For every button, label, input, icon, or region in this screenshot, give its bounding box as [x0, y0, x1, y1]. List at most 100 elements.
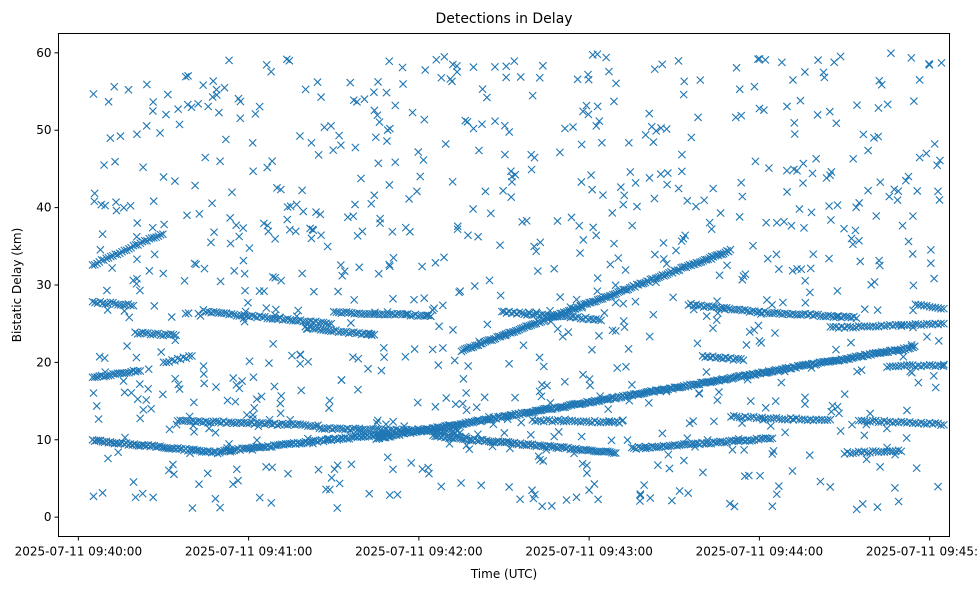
- detection-point-1625: [234, 476, 242, 485]
- detection-point-1113: [591, 315, 600, 324]
- detection-point-1701: [875, 76, 884, 85]
- detection-point-1728: [774, 265, 783, 274]
- detection-point-1329: [852, 314, 861, 323]
- detection-point-1752: [890, 483, 899, 492]
- detection-point-2002: [408, 108, 417, 117]
- detection-point-1725: [650, 250, 659, 259]
- detection-point-1814: [860, 305, 869, 314]
- detection-point-1527: [157, 348, 166, 357]
- detection-point-2221: [352, 97, 361, 106]
- detection-point-1922: [886, 49, 895, 58]
- detection-point-2103: [297, 386, 306, 395]
- detection-point-2326: [385, 124, 394, 133]
- detection-point-1932: [410, 345, 419, 354]
- detection-point-1663: [893, 196, 902, 205]
- detection-point-2252: [807, 208, 816, 217]
- detection-point-1497: [820, 73, 829, 82]
- detection-point-1599: [860, 431, 869, 440]
- detection-point-2299: [156, 129, 165, 137]
- detection-point-1883: [126, 201, 135, 210]
- detection-point-2091: [131, 493, 140, 502]
- detection-point-863: [522, 322, 531, 331]
- detection-point-1562: [174, 105, 183, 114]
- detection-point-1634: [421, 66, 430, 75]
- detection-point-2165: [150, 301, 159, 310]
- detection-point-1789: [538, 61, 547, 70]
- detection-point-2212: [595, 331, 603, 340]
- detection-point-2130: [231, 397, 240, 406]
- detection-point-2124: [412, 187, 421, 196]
- detection-point-755: [803, 361, 812, 369]
- detection-point-2217: [267, 67, 276, 76]
- detection-point-1808: [692, 202, 700, 211]
- detection-point-1904: [650, 194, 659, 203]
- detection-point-19: [131, 240, 140, 249]
- detection-point-609: [575, 400, 584, 409]
- detection-point-1704: [108, 264, 117, 273]
- detection-point-1507: [232, 221, 241, 230]
- detection-point-1764: [383, 453, 392, 462]
- detection-point-1578: [902, 406, 911, 415]
- detection-point-1188: [720, 438, 729, 447]
- detection-point-1720: [148, 107, 157, 116]
- detection-point-2154: [251, 109, 260, 118]
- y-tick-label-3: 30: [36, 278, 51, 292]
- detection-point-1969: [323, 242, 332, 251]
- detection-point-1939: [702, 367, 711, 376]
- detection-point-2215: [616, 183, 625, 192]
- detection-point-1631: [264, 359, 273, 368]
- detection-point-1775: [554, 427, 563, 436]
- detection-point-2328: [624, 344, 633, 353]
- detection-point-1607: [462, 406, 471, 415]
- detection-point-1154: [643, 443, 652, 452]
- detection-point-941: [654, 273, 663, 282]
- detection-point-1992: [291, 227, 300, 236]
- detection-point-1736: [374, 77, 383, 86]
- detection-point-583: [534, 406, 543, 415]
- detection-point-2005: [770, 329, 779, 337]
- detection-point-2024: [915, 153, 924, 162]
- detection-point-2128: [713, 396, 722, 405]
- detection-point-1700: [619, 317, 628, 326]
- detection-point-2142: [167, 313, 176, 322]
- detection-point-2202: [611, 298, 620, 307]
- detection-point-1881: [926, 245, 935, 254]
- detection-point-217: [309, 422, 318, 431]
- x-tick-label-4: 2025-07-11 09:44:00: [696, 545, 823, 559]
- detection-point-2019: [768, 300, 777, 309]
- detection-point-1973: [587, 171, 596, 180]
- detection-point-2031: [623, 436, 632, 445]
- detection-point-1489: [664, 450, 673, 459]
- detection-point-1798: [653, 461, 662, 470]
- detection-point-2106: [385, 57, 394, 66]
- detection-point-1936: [658, 429, 667, 438]
- detection-point-1831: [132, 353, 141, 362]
- detection-point-75: [141, 329, 150, 338]
- detection-point-697: [712, 376, 721, 385]
- detection-point-2270: [223, 396, 232, 405]
- detection-point-1907: [337, 376, 346, 384]
- detection-point-89: [162, 358, 171, 367]
- detection-point-37: [99, 372, 108, 381]
- detection-point-1981: [333, 461, 342, 470]
- detection-point-2017: [89, 389, 98, 398]
- detection-point-2132: [742, 340, 751, 349]
- detection-point-1566: [483, 320, 492, 329]
- detection-point-6: [102, 254, 111, 263]
- detection-point-1200: [748, 436, 756, 445]
- detection-point-1627: [221, 135, 230, 144]
- detection-point-86: [169, 330, 178, 339]
- detection-point-1982: [245, 357, 254, 366]
- detection-point-1672: [536, 238, 545, 247]
- detection-point-1455: [283, 215, 292, 224]
- detection-point-1758: [628, 221, 637, 230]
- detection-point-906: [595, 295, 604, 304]
- detection-point-2093: [674, 184, 683, 193]
- detection-point-1732: [772, 250, 781, 259]
- detection-point-1084: [517, 309, 526, 318]
- detection-point-2129: [528, 91, 537, 100]
- detection-point-2066: [909, 97, 918, 106]
- detection-point-1626: [309, 287, 318, 296]
- detection-point-620: [592, 397, 601, 406]
- detection-point-1888: [139, 163, 148, 172]
